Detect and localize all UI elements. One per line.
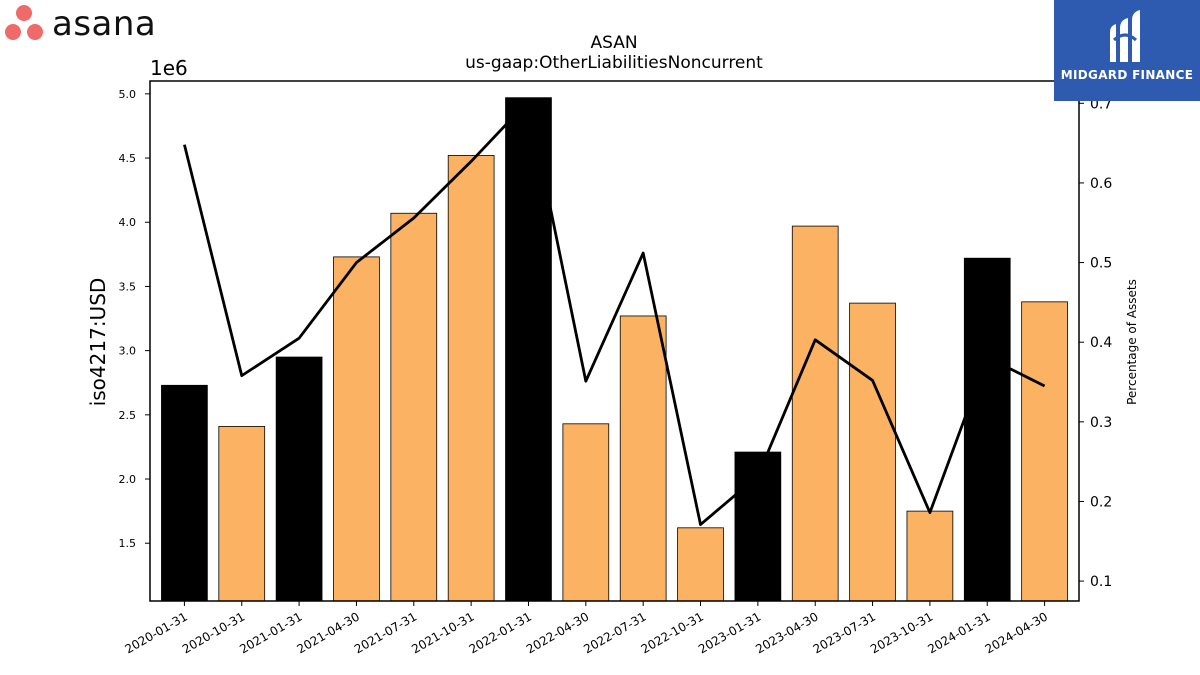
x-tick-label: 2022-04-30 xyxy=(524,609,591,656)
chart-title: ASAN xyxy=(590,33,637,53)
x-tick-label: 2023-10-31 xyxy=(868,609,935,656)
asana-dot-top xyxy=(16,5,32,21)
midgard-finance-logo: MIDGARD FINANCE xyxy=(1054,0,1200,101)
bars-group xyxy=(161,97,1068,602)
bar-2024-01-31 xyxy=(963,257,1011,602)
bar-2021-10-31 xyxy=(447,155,495,602)
percentage-line-group xyxy=(183,99,1046,526)
y-axis-offset-label: 1e6 xyxy=(150,56,188,80)
x-axis-ticks: 2020-01-312020-10-312021-01-312021-04-30… xyxy=(123,601,1050,656)
x-tick-label: 2020-10-31 xyxy=(180,609,247,656)
bar-2022-04-30 xyxy=(562,423,610,602)
y-tick-label: 3.5 xyxy=(119,280,137,293)
y2-axis-label: Percentage of Assets xyxy=(1125,279,1139,405)
bar-2022-10-31 xyxy=(677,527,724,602)
y-axis-label: iso4217:USD xyxy=(86,278,110,407)
asana-logo: asana xyxy=(4,4,156,44)
asana-wordmark: asana xyxy=(52,4,157,44)
y-tick-label: 3.0 xyxy=(119,345,137,358)
x-tick-label: 2023-07-31 xyxy=(811,609,878,656)
x-tick-label: 2022-10-31 xyxy=(639,609,706,656)
y-tick-label: 2.0 xyxy=(119,473,137,486)
y-tick-label: 1.5 xyxy=(119,537,137,550)
bar-2024-04-30 xyxy=(1021,301,1068,602)
x-tick-label: 2021-07-31 xyxy=(352,609,419,656)
x-tick-label: 2020-01-31 xyxy=(123,609,190,656)
x-tick-label: 2022-07-31 xyxy=(581,609,648,656)
bar-2021-01-31 xyxy=(275,356,323,602)
y-tick-label: 4.0 xyxy=(119,216,137,229)
y2-tick-label: 0.4 xyxy=(1090,335,1112,351)
y-axis-ticks: 1.5 2.0 2.5 3.0 3.5 4.0 4.5 5.0 xyxy=(119,88,150,550)
x-tick-label: 2023-04-30 xyxy=(753,609,820,656)
y-tick-label: 5.0 xyxy=(119,88,137,101)
y2-tick-label: 0.6 xyxy=(1090,176,1112,192)
asana-dot-left xyxy=(5,24,21,40)
x-tick-label: 2021-10-31 xyxy=(409,609,476,656)
bar-2021-04-30 xyxy=(333,256,380,602)
y2-tick-label: 0.1 xyxy=(1090,574,1112,590)
x-tick-label: 2023-01-31 xyxy=(696,609,763,656)
x-tick-label: 2022-01-31 xyxy=(467,609,534,656)
bar-2020-10-31 xyxy=(218,425,266,602)
y2-tick-label: 0.3 xyxy=(1090,415,1112,431)
y-tick-label: 4.5 xyxy=(119,152,137,165)
asana-dots-icon xyxy=(4,4,50,44)
percentage-of-assets-line xyxy=(183,99,1046,526)
bar-2022-07-31 xyxy=(619,315,667,602)
chart-subtitle: us-gaap:OtherLiabilitiesNoncurrent xyxy=(465,53,763,73)
bar-2023-04-30 xyxy=(791,225,839,602)
midgard-finance-wordmark: MIDGARD FINANCE xyxy=(1060,68,1194,82)
y2-tick-label: 0.2 xyxy=(1090,494,1112,510)
y2-tick-label: 0.5 xyxy=(1090,256,1112,272)
bar-2023-10-31 xyxy=(906,510,954,602)
y2-axis-ticks: 0.10.20.30.40.50.60.7 xyxy=(1079,96,1112,590)
midgard-m-icon xyxy=(1054,0,1200,101)
y-tick-label: 2.5 xyxy=(119,409,137,422)
asana-dot-right xyxy=(27,24,43,40)
bar-2021-07-31 xyxy=(390,212,438,602)
bar-2020-01-31 xyxy=(161,384,208,602)
x-tick-label: 2021-04-30 xyxy=(295,609,362,656)
x-tick-label: 2024-01-31 xyxy=(925,609,992,656)
plot-frame xyxy=(149,80,1080,602)
x-tick-label: 2021-01-31 xyxy=(237,609,304,656)
bar-2023-07-31 xyxy=(849,302,896,602)
x-tick-label: 2024-04-30 xyxy=(983,609,1050,656)
